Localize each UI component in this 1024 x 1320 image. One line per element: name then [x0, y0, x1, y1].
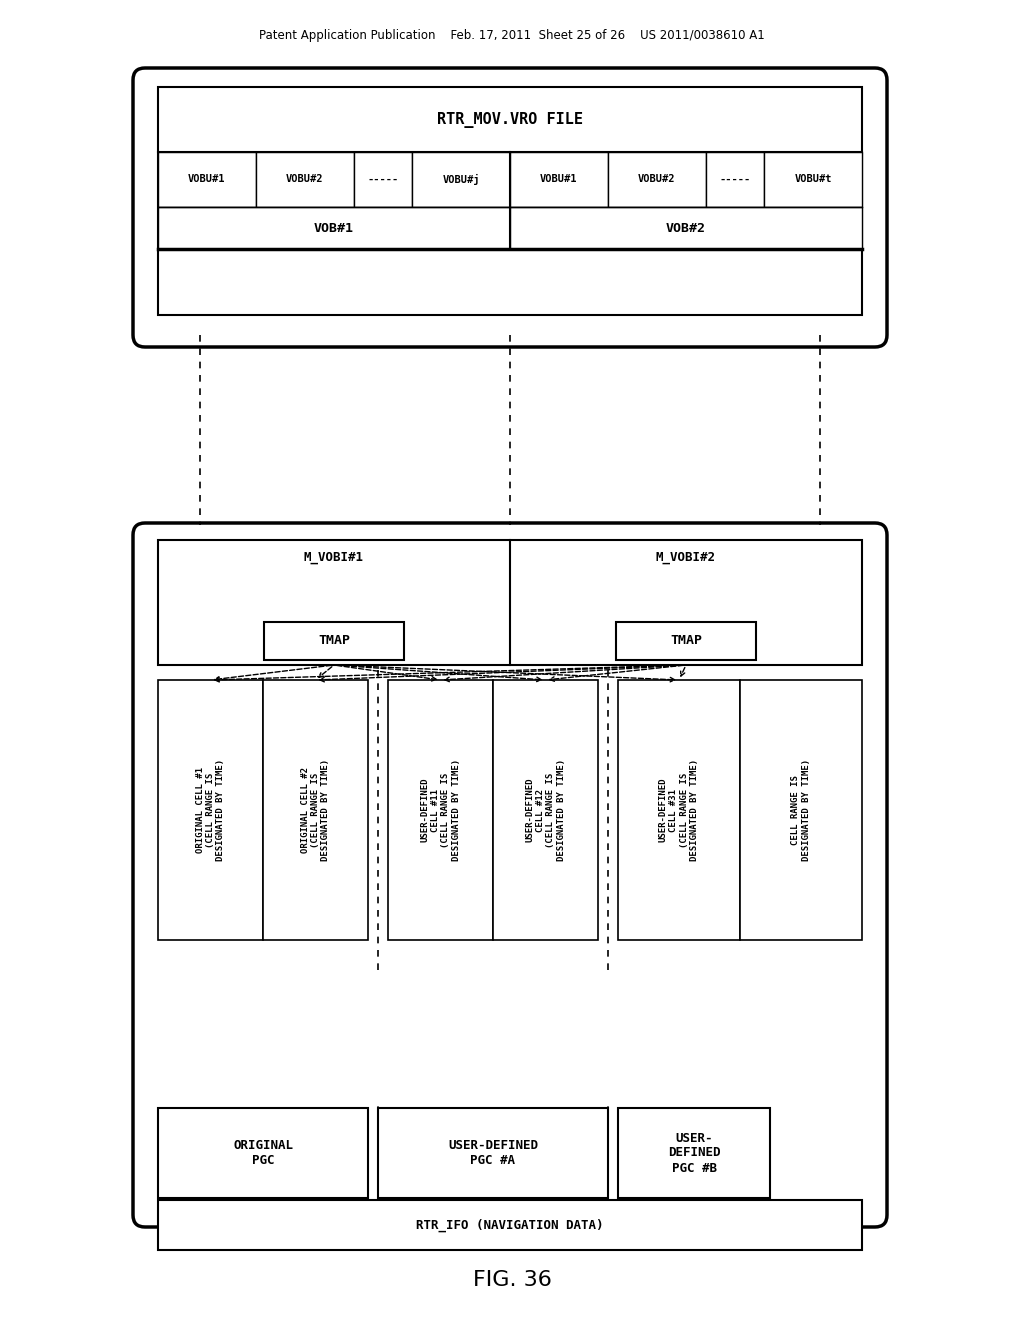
Bar — [413, 152, 510, 207]
Bar — [618, 1107, 770, 1199]
Text: ORIGINAL
PGC: ORIGINAL PGC — [233, 1139, 293, 1167]
Bar — [158, 540, 862, 665]
Text: ORIGINAL CELL #2
(CELL RANGE IS
DESIGNATED BY TIME): ORIGINAL CELL #2 (CELL RANGE IS DESIGNAT… — [301, 759, 331, 861]
Bar — [256, 152, 353, 207]
Text: VOBU#t: VOBU#t — [795, 174, 831, 185]
Text: CELL RANGE IS
DESIGNATED BY TIME): CELL RANGE IS DESIGNATED BY TIME) — [792, 759, 811, 861]
Text: USER-DEFINED
CELL #31
(CELL RANGE IS
DESIGNATED BY TIME): USER-DEFINED CELL #31 (CELL RANGE IS DES… — [658, 759, 699, 861]
Bar — [608, 152, 706, 207]
Text: ORIGINAL CELL #1
(CELL RANGE IS
DESIGNATED BY TIME): ORIGINAL CELL #1 (CELL RANGE IS DESIGNAT… — [196, 759, 225, 861]
Text: USER-
DEFINED
PGC #B: USER- DEFINED PGC #B — [668, 1131, 720, 1175]
Bar — [263, 680, 368, 940]
Text: RTR_IFO (NAVIGATION DATA): RTR_IFO (NAVIGATION DATA) — [416, 1218, 604, 1232]
Bar — [510, 207, 862, 249]
Text: VOB#1: VOB#1 — [314, 222, 354, 235]
Bar — [378, 1107, 608, 1199]
Text: M_VOBI#2: M_VOBI#2 — [656, 552, 716, 565]
Bar — [158, 152, 256, 207]
Text: USER-DEFINED
CELL #12
(CELL RANGE IS
DESIGNATED BY TIME): USER-DEFINED CELL #12 (CELL RANGE IS DES… — [525, 759, 565, 861]
Text: VOBU#1: VOBU#1 — [540, 174, 578, 185]
Text: Patent Application Publication    Feb. 17, 2011  Sheet 25 of 26    US 2011/00386: Patent Application Publication Feb. 17, … — [259, 29, 765, 41]
FancyBboxPatch shape — [133, 69, 887, 347]
Bar — [616, 622, 756, 660]
Text: VOB#2: VOB#2 — [666, 222, 706, 235]
Bar — [764, 152, 862, 207]
Bar — [740, 680, 862, 940]
Text: -----: ----- — [368, 174, 398, 185]
Bar — [388, 680, 493, 940]
Text: TMAP: TMAP — [670, 635, 702, 648]
Text: -----: ----- — [719, 174, 751, 185]
Bar — [158, 87, 862, 315]
Text: VOBU#2: VOBU#2 — [638, 174, 676, 185]
Bar — [510, 152, 608, 207]
Text: M_VOBI#1: M_VOBI#1 — [304, 552, 364, 565]
Text: TMAP: TMAP — [318, 635, 350, 648]
FancyBboxPatch shape — [133, 523, 887, 1228]
Text: VOBU#2: VOBU#2 — [286, 174, 324, 185]
Text: VOBU#j: VOBU#j — [442, 174, 480, 185]
Bar — [493, 680, 598, 940]
Bar — [158, 1200, 862, 1250]
Bar — [618, 680, 740, 940]
Text: USER-DEFINED
PGC #A: USER-DEFINED PGC #A — [449, 1139, 538, 1167]
Text: FIG. 36: FIG. 36 — [472, 1270, 552, 1290]
Bar — [158, 1107, 368, 1199]
Text: USER-DEFINED
CELL #11
(CELL RANGE IS
DESIGNATED BY TIME): USER-DEFINED CELL #11 (CELL RANGE IS DES… — [421, 759, 461, 861]
Bar — [706, 152, 764, 207]
Text: RTR_MOV.VRO FILE: RTR_MOV.VRO FILE — [437, 112, 583, 128]
Bar — [158, 680, 263, 940]
Bar — [264, 622, 404, 660]
Bar — [158, 207, 510, 249]
Text: VOBU#1: VOBU#1 — [188, 174, 225, 185]
Bar — [353, 152, 413, 207]
